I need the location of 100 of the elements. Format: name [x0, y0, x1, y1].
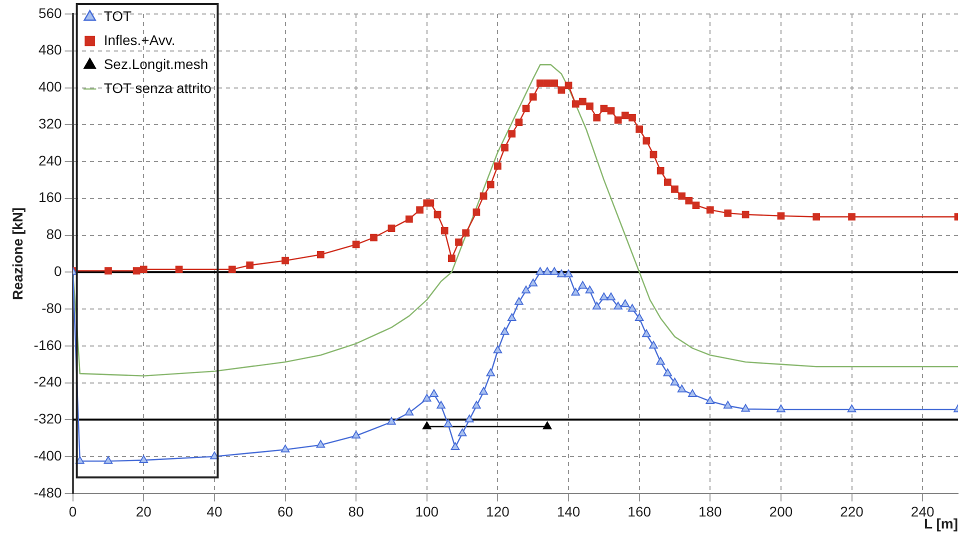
x-tick-label: 200: [769, 504, 793, 520]
x-tick-label: 0: [68, 504, 77, 520]
point: [777, 212, 785, 220]
point: [572, 100, 580, 108]
y-tick-label: -80: [42, 300, 62, 316]
point: [316, 250, 324, 258]
legend-label: Infles.+Avv.: [104, 32, 176, 48]
point: [486, 180, 494, 188]
point: [528, 278, 538, 286]
point: [579, 98, 586, 106]
point: [132, 267, 140, 274]
x-tick-label: 140: [556, 504, 580, 520]
y-tick-label: 560: [38, 4, 62, 21]
x-tick-label: 160: [628, 504, 652, 520]
point: [387, 416, 396, 425]
point: [607, 107, 615, 114]
y-tick-label: 80: [46, 226, 62, 242]
point: [430, 389, 438, 398]
point: [614, 116, 622, 124]
point: [628, 114, 636, 122]
point: [501, 144, 508, 152]
point: [458, 428, 467, 436]
point: [352, 240, 360, 248]
point: [688, 389, 697, 398]
point: [444, 419, 453, 428]
y-tick-label: -480: [34, 484, 62, 500]
point: [742, 210, 750, 218]
x-tick-label: 100: [415, 504, 439, 520]
point: [104, 267, 112, 274]
y-tick-label: -240: [34, 374, 62, 390]
point: [404, 408, 414, 416]
point: [370, 234, 378, 242]
y-tick-label: 0: [54, 263, 62, 279]
legend-label: TOT senza attrito: [104, 80, 212, 96]
point: [550, 79, 558, 87]
point: [507, 313, 516, 321]
x-tick-label: 20: [136, 504, 152, 520]
point: [628, 304, 637, 312]
point: [550, 267, 559, 275]
y-tick-label: -320: [34, 410, 62, 427]
point: [677, 384, 686, 392]
point: [228, 266, 236, 274]
point: [406, 215, 413, 223]
legend-label: Sez.Longit.mesh: [104, 56, 208, 72]
point: [600, 292, 608, 300]
point: [493, 346, 502, 354]
point: [671, 185, 678, 193]
point: [634, 313, 644, 321]
y-tick-label: -400: [34, 447, 62, 464]
point: [140, 266, 148, 274]
point: [522, 104, 530, 112]
point: [706, 206, 714, 214]
point: [642, 329, 651, 338]
point: [500, 327, 510, 335]
point: [316, 440, 326, 448]
point: [494, 162, 502, 170]
point: [508, 130, 516, 138]
point: [388, 224, 396, 232]
point: [586, 102, 594, 110]
point: [514, 297, 524, 305]
point: [448, 254, 456, 262]
x-tick-label: 180: [698, 504, 722, 520]
point: [571, 288, 580, 296]
point: [416, 206, 424, 214]
point: [614, 302, 622, 310]
point: [606, 292, 616, 300]
point: [650, 150, 658, 158]
point: [352, 430, 360, 439]
point: [620, 299, 630, 308]
point: [434, 210, 442, 218]
point: [472, 208, 480, 216]
point: [578, 280, 588, 289]
point: [812, 213, 820, 221]
point: [536, 267, 545, 275]
y-tick-label: -160: [34, 336, 62, 353]
point: [536, 79, 544, 87]
point: [848, 213, 856, 221]
point: [670, 378, 680, 386]
point: [557, 269, 566, 278]
y-tick-label: 320: [38, 115, 62, 132]
point: [450, 442, 460, 450]
point: [175, 266, 183, 274]
point: [479, 386, 488, 395]
point: [678, 192, 686, 200]
point: [529, 93, 537, 101]
point: [585, 286, 594, 294]
point: [649, 340, 658, 349]
point: [692, 202, 700, 209]
point: [663, 368, 672, 376]
point: [542, 267, 552, 275]
point: [564, 269, 573, 278]
point: [636, 126, 644, 133]
point: [472, 400, 481, 409]
y-axis-title: Reazione [kN]: [9, 207, 26, 300]
point: [522, 286, 530, 294]
legend-label: TOT: [104, 8, 132, 24]
point: [723, 400, 732, 409]
point: [544, 79, 551, 87]
point: [462, 229, 470, 237]
point: [464, 414, 474, 422]
